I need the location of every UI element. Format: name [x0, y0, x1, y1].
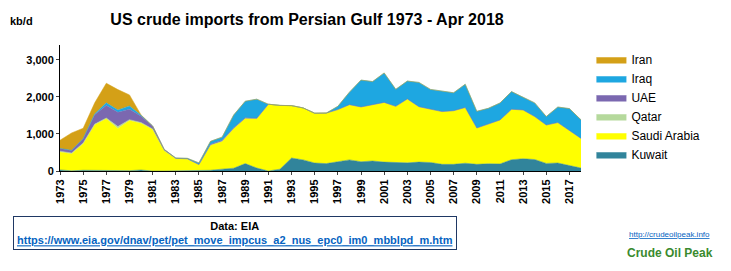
svg-text:Iran: Iran — [631, 53, 652, 67]
svg-text:Saudi Arabia: Saudi Arabia — [631, 129, 699, 143]
svg-text:2013: 2013 — [517, 179, 529, 203]
svg-text:2015: 2015 — [540, 179, 552, 203]
svg-text:kb/d: kb/d — [10, 15, 33, 27]
svg-text:1999: 1999 — [355, 179, 367, 203]
svg-text:http://crudeoilpeak.info: http://crudeoilpeak.info — [629, 230, 710, 239]
svg-text:1975: 1975 — [77, 179, 89, 203]
svg-text:1993: 1993 — [285, 179, 297, 203]
svg-text:2005: 2005 — [424, 179, 436, 203]
svg-text:Qatar: Qatar — [631, 110, 661, 124]
svg-text:UAE: UAE — [631, 91, 656, 105]
svg-text:Crude Oil Peak: Crude Oil Peak — [627, 246, 713, 260]
svg-text:1973: 1973 — [54, 179, 66, 203]
svg-text:Data: EIAhttps://www.eia.gov/d: Data: EIAhttps://www.eia.gov/dnav/pet/pe… — [17, 220, 453, 246]
svg-text:1997: 1997 — [331, 179, 343, 203]
svg-text:1977: 1977 — [100, 179, 112, 203]
svg-text:0: 0 — [48, 165, 54, 177]
svg-text:2011: 2011 — [494, 179, 506, 203]
svg-text:2003: 2003 — [401, 179, 413, 203]
svg-text:1985: 1985 — [193, 179, 205, 203]
svg-text:US crude imports from Persian: US crude imports from Persian Gulf 1973 … — [110, 11, 503, 28]
svg-text:1,000: 1,000 — [26, 128, 54, 140]
svg-text:1989: 1989 — [239, 179, 251, 203]
svg-text:2,000: 2,000 — [26, 91, 54, 103]
svg-text:1995: 1995 — [308, 179, 320, 203]
svg-text:Kuwait: Kuwait — [631, 148, 668, 162]
svg-text:3,000: 3,000 — [26, 54, 54, 66]
svg-text:Iraq: Iraq — [631, 72, 652, 86]
svg-text:1987: 1987 — [216, 179, 228, 203]
svg-text:1991: 1991 — [262, 179, 274, 203]
svg-text:2007: 2007 — [447, 179, 459, 203]
svg-text:2017: 2017 — [563, 179, 575, 203]
svg-text:1979: 1979 — [123, 179, 135, 203]
svg-text:1981: 1981 — [146, 179, 158, 203]
svg-text:2009: 2009 — [470, 179, 482, 203]
svg-text:1983: 1983 — [169, 179, 181, 203]
svg-text:2001: 2001 — [378, 179, 390, 203]
